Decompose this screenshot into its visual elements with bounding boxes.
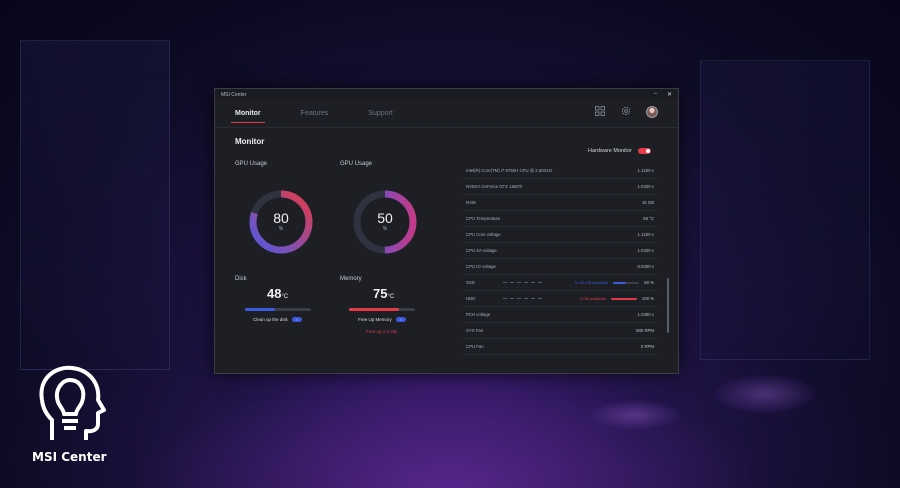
- hardware-row-name: CPU IO voltage: [466, 264, 496, 269]
- window-title: MSI Center: [221, 91, 247, 98]
- hardware-monitor-header: Hardware Monitor: [588, 148, 651, 154]
- clean-disk-action[interactable]: Clean up the disk ›: [253, 317, 302, 322]
- hardware-row-name: PCH voltage: [466, 312, 491, 317]
- msi-center-logo: [30, 360, 110, 449]
- hardware-row: SYS Fan 805 RPM: [463, 323, 657, 339]
- go-icon[interactable]: ›: [291, 317, 302, 322]
- background-disc: [590, 400, 680, 430]
- gauge-arc: [353, 190, 417, 254]
- free-memory-action[interactable]: Free Up Memory ›: [358, 317, 406, 322]
- hardware-row-name: HDD: [466, 296, 476, 301]
- gauge-ring: [249, 190, 313, 254]
- gpu-usage-gauge-1: 80 %: [245, 186, 317, 258]
- row-dashes: [503, 282, 542, 283]
- hardware-row-value: 1.1220 v: [637, 232, 655, 237]
- hardware-row-value: 0 RPM: [640, 344, 654, 349]
- hardware-row-value: 100 %: [641, 296, 654, 301]
- disk-label: Disk: [235, 276, 247, 282]
- background-panel-right: [700, 60, 870, 360]
- tab-monitor[interactable]: Monitor: [231, 104, 265, 123]
- hardware-row: RAM 16 GB: [463, 195, 657, 211]
- hardware-row-name: SSD: [466, 280, 475, 285]
- hardware-row-value: 1.1220 v: [637, 168, 655, 173]
- disk-temp-value: 48: [267, 286, 282, 301]
- memory-temp: 75°C: [373, 286, 394, 301]
- memory-label: Memory: [340, 276, 362, 282]
- brand-name: MSI Center: [32, 450, 107, 464]
- hardware-row-name: SYS Fan: [466, 328, 484, 333]
- gear-icon[interactable]: [620, 106, 632, 118]
- page-title: Monitor: [235, 137, 265, 146]
- hardware-row-value: 16 GB: [641, 200, 654, 205]
- hardware-row: CPU IO voltage 0.9400 v: [463, 259, 657, 275]
- hardware-monitor-label: Hardware Monitor: [588, 148, 632, 154]
- tab-support[interactable]: Support: [368, 110, 393, 117]
- disk-bar: [245, 308, 311, 311]
- hardware-row: Intel(R) Core(TM) i7-9750H CPU @ 2.60GHz…: [463, 163, 657, 179]
- gauge-value: 80: [273, 210, 289, 226]
- hardware-row-name: Intel(R) Core(TM) i7-9750H CPU @ 2.60GHz: [466, 168, 553, 173]
- gauge-unit: %: [278, 226, 284, 232]
- gpu-usage-label-2: GPU Usage: [340, 161, 373, 167]
- hardware-row-available: 11.50 GB available: [574, 280, 609, 285]
- gpu-usage-gauge-2: 50 %: [349, 186, 421, 258]
- memory-bar-fill: [349, 308, 399, 311]
- gauge-value: 50: [377, 210, 393, 226]
- disk-bar-fill: [245, 308, 275, 311]
- hardware-row-value: 1.0420 v: [637, 184, 655, 189]
- close-icon[interactable]: ✕: [666, 92, 672, 98]
- tab-features[interactable]: Features: [300, 110, 329, 117]
- background-disc: [715, 375, 815, 413]
- hardware-row: PCH voltage 1.0480 v: [463, 307, 657, 323]
- avatar[interactable]: [646, 106, 658, 118]
- background-panel-left: [20, 40, 170, 370]
- hardware-row-value: 805 RPM: [636, 328, 654, 333]
- memory-bar: [349, 308, 415, 311]
- row-dashes: [503, 298, 542, 299]
- go-icon[interactable]: ›: [395, 317, 406, 322]
- clean-disk-label: Clean up the disk: [253, 317, 288, 322]
- hardware-row-value: 1.0480 v: [637, 312, 655, 317]
- disk-temp: 48°C: [267, 286, 288, 301]
- free-up-amount: Free up 2.4 GB: [366, 329, 397, 334]
- nav-bar: Monitor Features Support: [215, 100, 678, 128]
- grid-icon[interactable]: [594, 106, 606, 118]
- title-bar: MSI Center − ✕: [215, 89, 678, 100]
- hardware-row-name: CPU SA voltage: [466, 248, 497, 253]
- hardware-row-value: 0.9400 v: [637, 264, 655, 269]
- hardware-row-name: CPU Temperature: [466, 216, 501, 221]
- hardware-list: Intel(R) Core(TM) i7-9750H CPU @ 2.60GHz…: [463, 163, 657, 355]
- gauge-ring: [353, 190, 417, 254]
- monitor-panel: Monitor GPU Usage GPU Usage 80 %: [215, 128, 678, 373]
- hardware-row-name: CPU Fan: [466, 344, 484, 349]
- hardware-row-available: 0 GB available: [579, 296, 606, 301]
- hardware-row: NVIDIA GeForce GTX 1660Ti 1.0420 v: [463, 179, 657, 195]
- hardware-row: CPU Core voltage 1.1220 v: [463, 227, 657, 243]
- hardware-row-bar: [610, 297, 637, 300]
- minimize-icon[interactable]: −: [653, 91, 657, 97]
- memory-temp-value: 75: [373, 286, 388, 301]
- gauge-arc: [249, 190, 313, 254]
- lightbulb-head-icon: [39, 365, 106, 440]
- memory-temp-unit: °C: [387, 294, 395, 300]
- hardware-row: CPU Temperature 56 °C: [463, 211, 657, 227]
- gauge-unit: %: [382, 226, 388, 232]
- free-memory-label: Free Up Memory: [358, 317, 392, 322]
- hardware-row-bar: [613, 281, 640, 284]
- hardware-monitor-toggle[interactable]: [637, 148, 651, 154]
- hardware-row-name: RAM: [466, 200, 476, 205]
- disk-temp-unit: °C: [281, 294, 289, 300]
- hardware-row-value: 50 %: [644, 280, 654, 285]
- hardware-row: HDD 0 GB available 100 %: [463, 291, 657, 307]
- hardware-row: CPU Fan 0 RPM: [463, 339, 657, 355]
- hardware-row-value: 1.0420 v: [637, 248, 655, 253]
- hardware-row: CPU SA voltage 1.0420 v: [463, 243, 657, 259]
- hardware-row-name: NVIDIA GeForce GTX 1660Ti: [466, 184, 523, 189]
- app-window: MSI Center − ✕ Monitor Features Support …: [214, 88, 679, 374]
- gpu-usage-label-1: GPU Usage: [235, 161, 268, 167]
- hardware-row: SSD 11.50 GB available 50 %: [463, 275, 657, 291]
- hardware-row-name: CPU Core voltage: [466, 232, 501, 237]
- scrollbar[interactable]: [667, 278, 669, 333]
- hardware-row-value: 56 °C: [643, 216, 654, 221]
